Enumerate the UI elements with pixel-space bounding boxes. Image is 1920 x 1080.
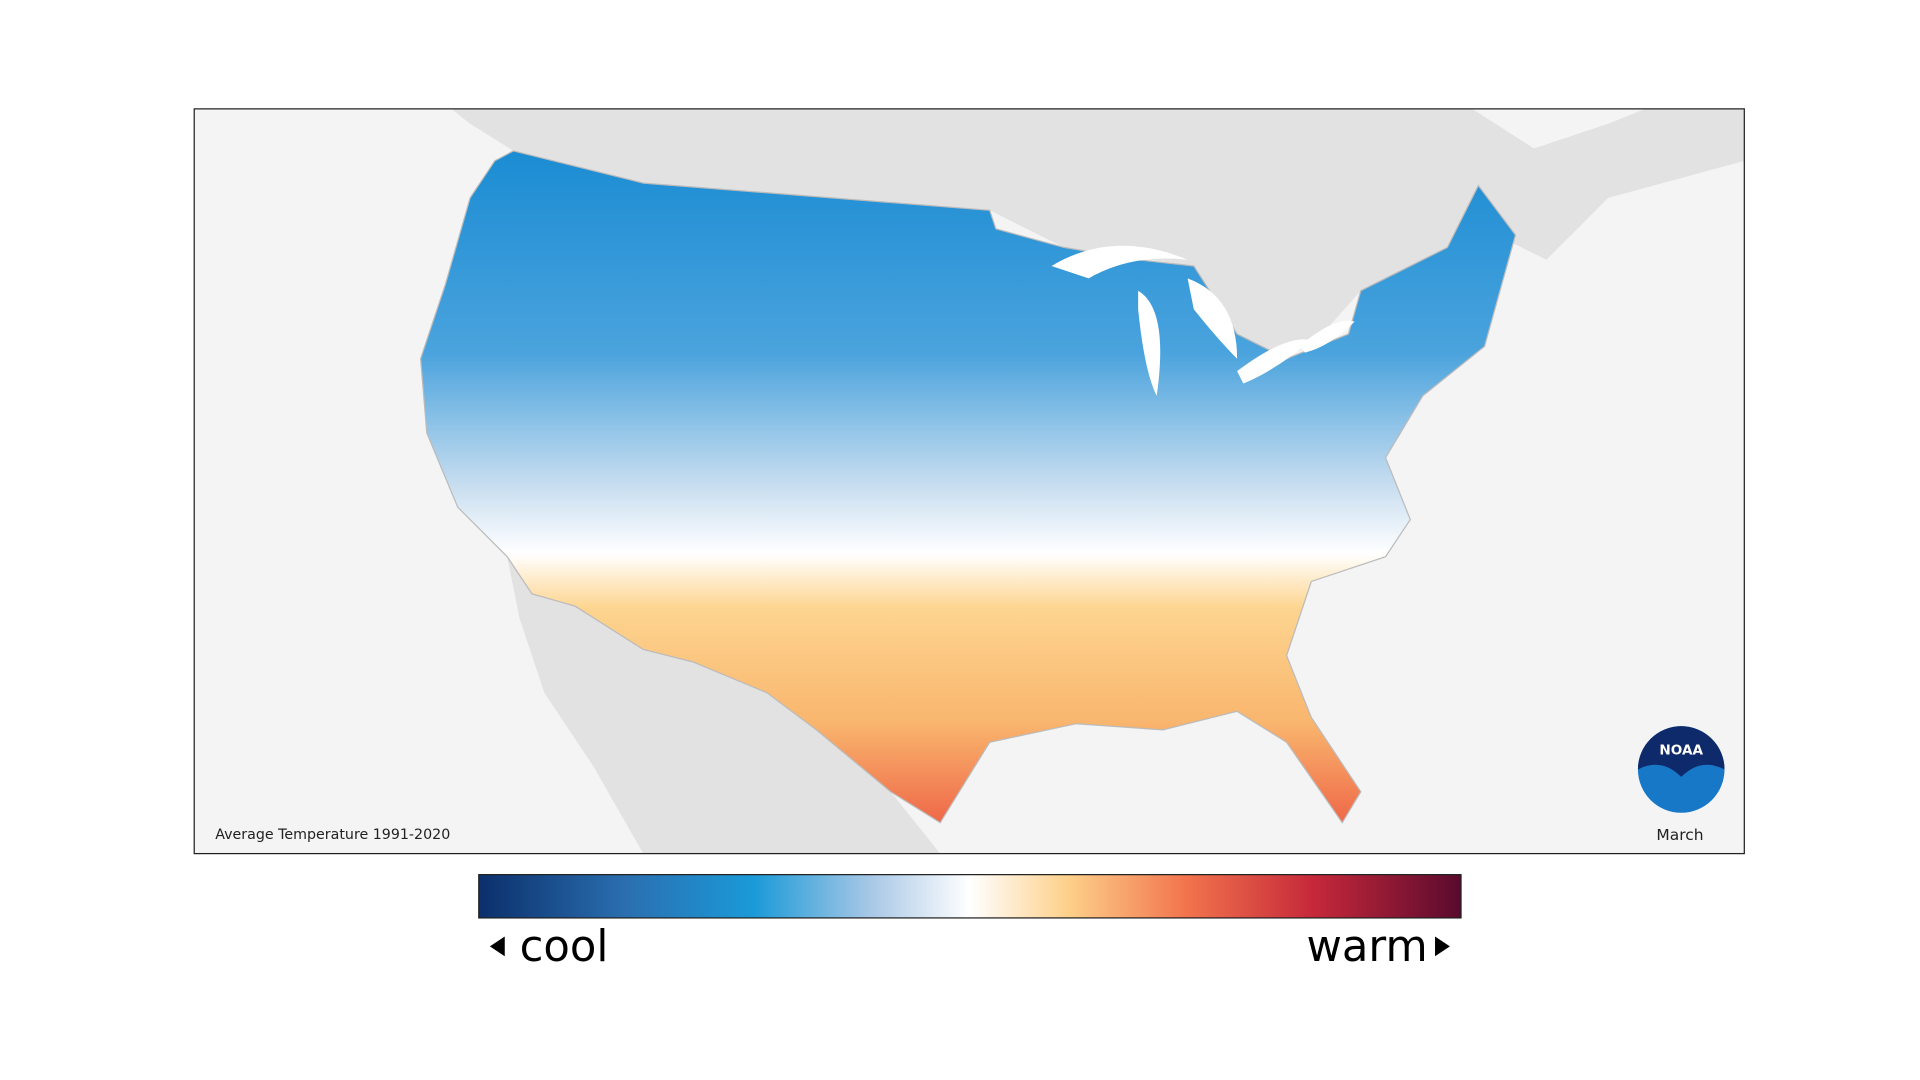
map-month: March xyxy=(1656,826,1703,844)
cool-arrow xyxy=(489,936,505,957)
warm-arrow xyxy=(1435,936,1450,957)
map-frame xyxy=(193,108,1745,855)
contiguous-us xyxy=(419,150,1517,824)
logo-text: NOAA xyxy=(1659,743,1703,759)
mexico-land xyxy=(507,556,941,854)
legend-high-label: warm xyxy=(1306,922,1427,972)
great-lakes xyxy=(1051,245,1355,396)
map-caption: Average Temperature 1991-2020 xyxy=(215,827,450,843)
legend-low-label: cool xyxy=(520,922,609,972)
logo-top xyxy=(1637,726,1725,777)
canada-land xyxy=(451,108,1745,372)
noaa-logo: NOAA xyxy=(1637,726,1725,813)
color-scale xyxy=(478,874,1462,919)
map: Average Temperature 1991-2020 NOAA March… xyxy=(193,108,1745,972)
